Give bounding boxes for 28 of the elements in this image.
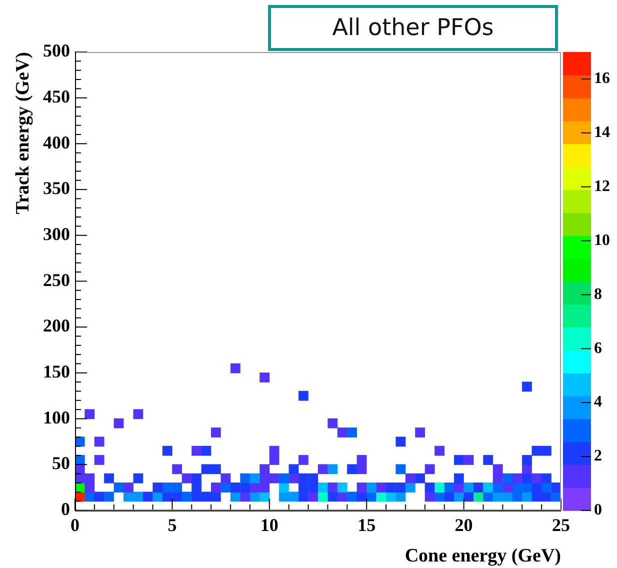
color-bar-label: 8 [594, 286, 602, 303]
y-tick-label: 400 [43, 132, 70, 152]
color-bar-label: 4 [594, 394, 602, 411]
y-tick-label: 300 [43, 224, 70, 244]
color-bar-label: 16 [594, 70, 610, 88]
x-tick-label: 5 [168, 514, 177, 535]
x-tick-label: 15 [358, 514, 376, 535]
y-axis-title: Track energy (GeV) [12, 52, 34, 214]
y-tick-label: 50 [52, 453, 70, 474]
y-tick-label: 0 [61, 499, 70, 520]
x-tick-label: 10 [260, 514, 278, 535]
y-tick-label: 250 [43, 270, 70, 290]
color-bar-label: 12 [594, 178, 610, 195]
chart-title: All other PFOs [268, 5, 558, 51]
y-tick-label: 450 [43, 86, 70, 106]
y-tick-label: 350 [43, 178, 70, 198]
x-axis-title: Cone energy (GeV) [404, 545, 561, 566]
x-tick-label: 20 [454, 514, 473, 535]
y-tick-label: 500 [43, 40, 70, 61]
color-bar-label: 0 [594, 502, 602, 519]
x-tick-label: 25 [552, 514, 570, 535]
y-tick-label: 150 [43, 362, 70, 382]
color-bar-label: 10 [594, 232, 610, 249]
color-bar-label: 6 [594, 340, 602, 357]
y-tick-label: 100 [43, 407, 70, 428]
y-tick-label: 200 [43, 316, 70, 336]
color-bar-label: 14 [594, 124, 610, 142]
color-bar-label: 2 [594, 448, 602, 465]
